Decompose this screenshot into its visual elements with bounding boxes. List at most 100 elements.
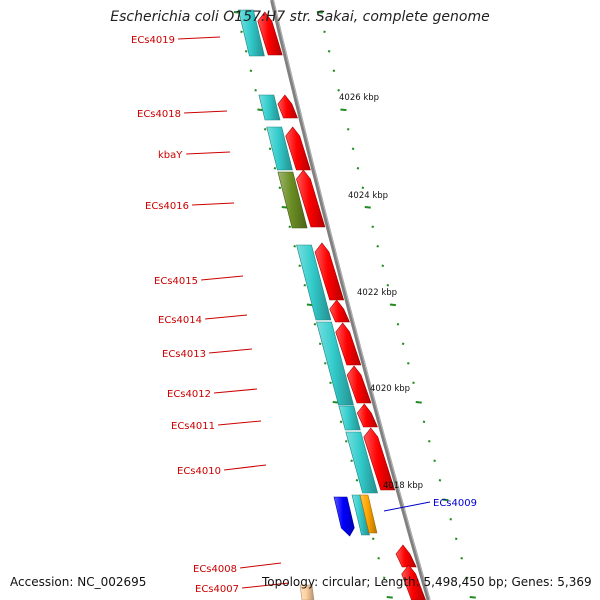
tick-mark xyxy=(273,167,277,170)
tick-mark xyxy=(428,440,431,443)
label-leader-line xyxy=(184,110,228,114)
tick-mark xyxy=(442,498,449,502)
tick-mark xyxy=(422,420,426,424)
cds-arrow xyxy=(363,427,396,491)
tick-mark xyxy=(240,30,243,34)
topology-text: Topology: circular; Length: 5,498,450 bp… xyxy=(262,575,592,589)
page-title: Escherichia coli O157:H7 str. Sakai, com… xyxy=(110,9,490,25)
gene-bar xyxy=(238,9,265,57)
label-leader-line xyxy=(178,36,221,40)
tick-mark xyxy=(386,284,390,287)
tick-mark xyxy=(332,69,336,73)
label-leader-line xyxy=(224,464,267,471)
gene-label: ECs4008 xyxy=(193,564,237,575)
gene-bar xyxy=(316,321,354,406)
kbp-label: 4022 kbp xyxy=(357,288,397,298)
tick-mark xyxy=(318,342,322,346)
gene-bar xyxy=(345,431,378,494)
tick-mark xyxy=(254,89,257,92)
gene-bar xyxy=(277,171,308,229)
cds-arrow xyxy=(277,94,298,119)
tick-mark xyxy=(249,69,253,73)
tick-mark xyxy=(278,186,282,190)
gene-label: ECs4012 xyxy=(167,389,211,400)
cds-arrow xyxy=(257,11,283,56)
tick-mark xyxy=(339,420,343,424)
gene-bar xyxy=(338,405,361,431)
label-leader-line xyxy=(205,314,248,320)
tick-mark xyxy=(323,30,326,34)
label-leader-lines xyxy=(178,36,431,589)
tick-mark xyxy=(244,50,248,53)
tick-mark xyxy=(460,557,463,560)
label-leader-line xyxy=(383,501,431,512)
gene-label: ECs4014 xyxy=(158,315,202,326)
kbp-labels: 4026 kbp 4024 kbp 4022 kbp 4020 kbp 4018 kbp xyxy=(339,93,423,491)
tick-mark xyxy=(377,557,380,560)
tick-mark xyxy=(371,225,375,229)
label-leader-line xyxy=(240,562,282,569)
tick-mark xyxy=(469,596,476,599)
tick-mark xyxy=(382,576,386,580)
gene-features xyxy=(238,9,426,600)
kbp-label: 4020 kbp xyxy=(370,384,410,394)
tick-mark xyxy=(356,167,360,170)
cds-arrow xyxy=(346,365,372,404)
tick-mark xyxy=(449,518,453,521)
gene-bar xyxy=(299,584,315,600)
tick-mark xyxy=(263,128,267,131)
tick-mark xyxy=(401,342,405,346)
label-leader-line xyxy=(214,388,258,394)
tick-mark xyxy=(454,537,458,541)
tick-mark xyxy=(465,576,469,580)
tick-mark xyxy=(396,323,400,326)
tick-mark xyxy=(361,186,365,190)
gene-label: ECs4018 xyxy=(137,109,181,120)
tick-mark xyxy=(324,362,327,365)
tick-mark xyxy=(351,147,355,151)
tick-mark xyxy=(407,362,410,365)
tick-mark xyxy=(386,596,393,599)
tick-mark xyxy=(355,479,359,482)
label-leader-line xyxy=(192,202,235,206)
gene-bar xyxy=(296,244,332,321)
tick-mark xyxy=(364,206,371,209)
tick-mark xyxy=(327,50,331,53)
tick-mark xyxy=(268,147,272,151)
tick-mark xyxy=(415,401,422,404)
gene-label: ECs4013 xyxy=(162,349,206,360)
tick-mark xyxy=(371,537,375,541)
tick-mark xyxy=(381,264,385,268)
backbone-track xyxy=(270,0,431,600)
tick-mark xyxy=(376,245,380,248)
cds-arrow xyxy=(296,169,326,228)
kbp-label: 4024 kbp xyxy=(348,191,388,201)
cds-arrow xyxy=(401,564,426,600)
cds-arrow xyxy=(329,299,350,323)
gene-bar xyxy=(333,496,355,537)
gene-label: kbaY xyxy=(158,150,183,161)
gene-label: ECs4009 xyxy=(433,498,477,509)
tick-mark xyxy=(298,264,302,268)
tick-mark xyxy=(293,245,297,248)
backbone-highlight xyxy=(272,0,431,600)
gene-label: ECs4007 xyxy=(195,584,239,595)
tick-mark xyxy=(438,479,442,482)
label-leader-line xyxy=(242,582,290,589)
tick-mark xyxy=(412,381,415,385)
kbp-label: 4026 kbp xyxy=(339,93,379,103)
gene-bar xyxy=(359,494,378,534)
tick-mark xyxy=(433,459,436,463)
label-leader-line xyxy=(186,151,231,155)
tick-mark xyxy=(345,440,348,443)
gene-label: ECs4015 xyxy=(154,276,198,287)
cds-arrow xyxy=(356,403,378,428)
tick-mark xyxy=(329,381,332,385)
tick-mark xyxy=(340,108,347,112)
tick-mark xyxy=(288,225,292,229)
tick-mark xyxy=(350,459,353,463)
gene-bar xyxy=(351,494,370,536)
gene-label: ECs4016 xyxy=(145,201,189,212)
label-leader-line xyxy=(209,348,253,354)
